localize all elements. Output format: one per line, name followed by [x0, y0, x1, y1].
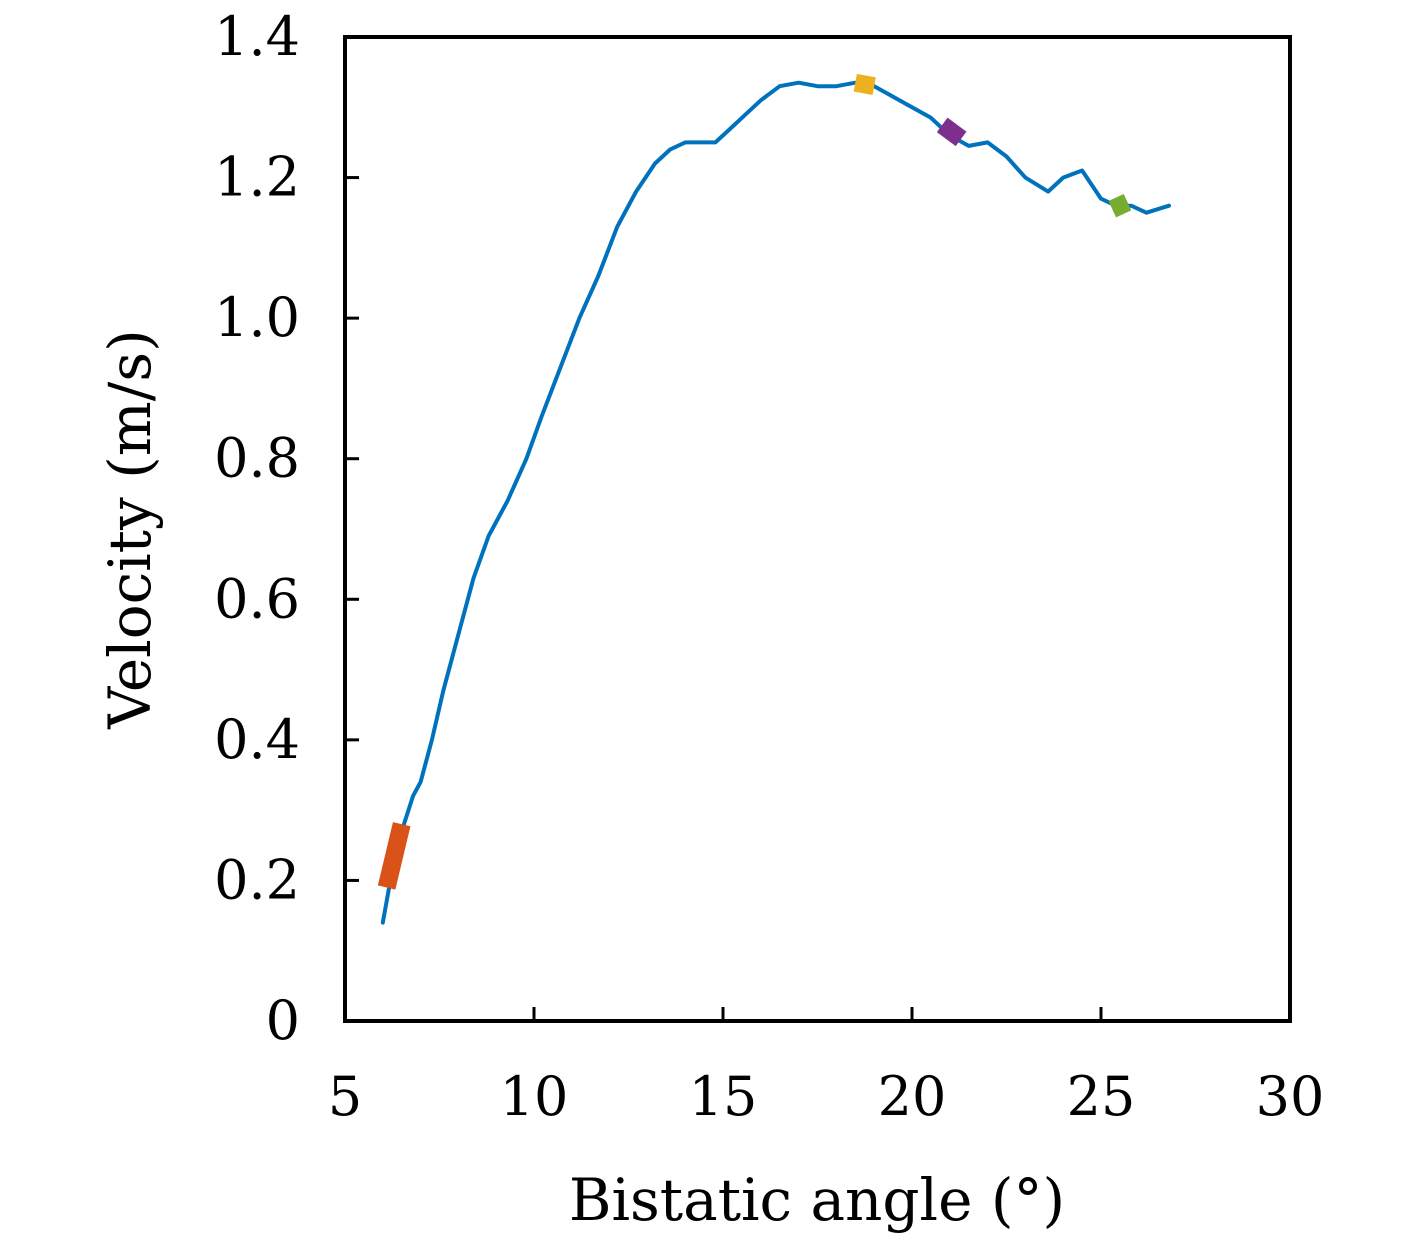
x-tick-label: 20	[878, 1065, 947, 1128]
highlight-segment-0	[377, 822, 411, 890]
y-axis-label: Velocity (m/s)	[96, 329, 164, 729]
y-tick-label: 0.8	[214, 427, 300, 490]
highlight-segment-2	[936, 117, 967, 147]
series-line-0	[380, 80, 1171, 925]
y-tick-label: 1.2	[214, 146, 300, 209]
plot-frame	[343, 35, 1292, 1023]
axis-ticks: 5 10 15 20 25 30 0 0.2 0.4 0.6 0.8 1.0 1.2 1.4	[214, 5, 1324, 1128]
x-tick-label: 10	[500, 1065, 569, 1128]
y-tick-label: 1.0	[214, 286, 300, 349]
chart-marks	[377, 73, 1171, 925]
x-axis-label: Bistatic angle (°)	[569, 1166, 1065, 1234]
y-tick-label: 0.4	[214, 708, 300, 771]
y-tick-label: 1.4	[214, 5, 300, 68]
y-tick-label: 0.2	[214, 848, 300, 911]
highlight-segment-1	[853, 73, 876, 96]
x-tick-label: 5	[328, 1065, 362, 1128]
y-tick-label: 0.6	[214, 567, 300, 630]
x-tick-label: 30	[1256, 1065, 1325, 1128]
x-tick-label: 15	[689, 1065, 758, 1128]
y-tick-label: 0	[266, 989, 300, 1052]
plot-area	[345, 37, 1290, 1021]
x-tick-label: 25	[1067, 1065, 1136, 1128]
highlight-segment-3	[1108, 194, 1132, 218]
